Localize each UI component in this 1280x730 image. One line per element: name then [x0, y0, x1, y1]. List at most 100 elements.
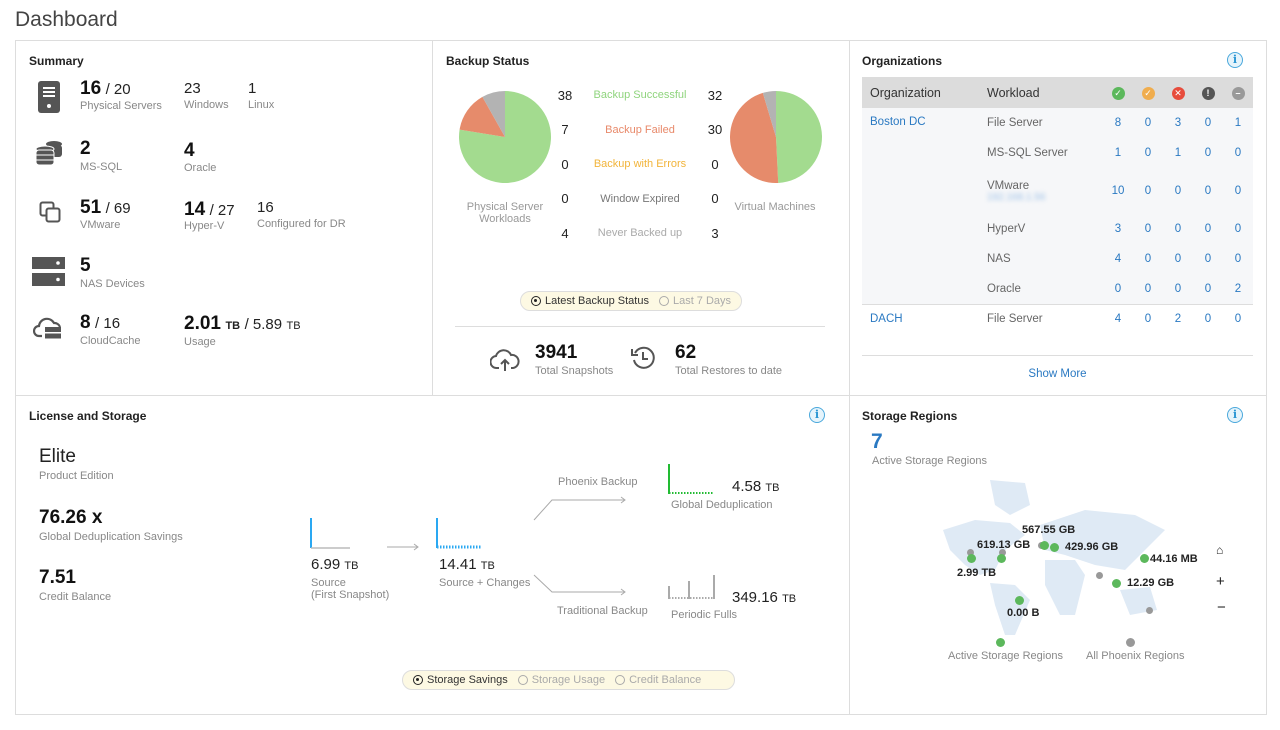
pie-slice[interactable]	[762, 91, 776, 137]
status-count[interactable]: 0	[1204, 147, 1212, 159]
info-icon[interactable]: i	[809, 407, 825, 423]
source-label: Source (First Snapshot)	[311, 577, 390, 601]
active-region-marker[interactable]	[1140, 554, 1149, 563]
org-name[interactable]	[862, 168, 987, 214]
status-count[interactable]: 0	[1234, 147, 1242, 159]
org-name[interactable]	[862, 274, 987, 304]
workload-cell: Oracle	[987, 274, 1103, 304]
status-count[interactable]: 0	[1174, 185, 1182, 197]
oracle-count: 4	[184, 140, 195, 161]
periodic-fulls-size: 349.16 TB	[732, 589, 797, 606]
org-name[interactable]	[862, 244, 987, 274]
status-count[interactable]: 0	[1234, 253, 1242, 265]
status-count[interactable]: 0	[1114, 282, 1122, 295]
nas-count: 5	[80, 255, 91, 276]
restores-count: 62	[675, 342, 697, 363]
status-count[interactable]: 0	[1204, 185, 1212, 197]
status-count[interactable]: 1	[1234, 117, 1242, 129]
region-size-label: 567.55 GB	[1022, 524, 1076, 536]
phoenix-region-marker[interactable]	[967, 549, 974, 556]
status-count[interactable]: 0	[1144, 313, 1152, 326]
status-count[interactable]: 0	[1234, 223, 1242, 235]
latest-backup-radio[interactable]: Latest Backup Status	[531, 295, 649, 307]
map-zoom-in-button[interactable]: +	[1216, 573, 1225, 590]
status-count[interactable]: 3	[1174, 117, 1182, 129]
status-count[interactable]: 10	[1111, 185, 1125, 197]
map-zoom-out-button[interactable]: −	[1217, 599, 1226, 616]
status-count[interactable]: 0	[1204, 117, 1212, 129]
phoenix-backup-label: Phoenix Backup	[558, 476, 638, 488]
never-status-icon: –	[1231, 87, 1245, 100]
org-name[interactable]	[862, 214, 987, 244]
status-count[interactable]: 0	[1144, 147, 1152, 159]
status-count[interactable]: 2	[1174, 313, 1182, 326]
storage-savings-radio[interactable]: Storage Savings	[413, 674, 508, 686]
hyperv-total: / 27	[209, 202, 235, 219]
col-never: –	[1223, 77, 1253, 108]
usage-total-unit: TB	[286, 320, 301, 332]
info-icon[interactable]: i	[1227, 52, 1243, 68]
col-workload[interactable]: Workload	[987, 77, 1103, 108]
changes-chart-icon	[436, 518, 482, 549]
legend-row: 0 Backup with Errors 0	[555, 155, 725, 173]
info-icon[interactable]: i	[1227, 407, 1243, 423]
phoenix-region-marker[interactable]	[999, 549, 1006, 556]
pie-slice[interactable]	[482, 91, 505, 137]
active-region-marker[interactable]	[997, 554, 1006, 563]
status-count[interactable]: 3	[1114, 223, 1122, 235]
restores-label: Total Restores to date	[675, 365, 783, 377]
show-more-link[interactable]: Show More	[1028, 368, 1087, 380]
status-count[interactable]: 0	[1204, 253, 1212, 265]
status-count[interactable]: 0	[1174, 253, 1182, 265]
status-count[interactable]: 0	[1204, 223, 1212, 235]
status-count[interactable]: 0	[1174, 282, 1182, 295]
nas-label: NAS Devices	[80, 278, 145, 290]
status-count[interactable]: 1	[1174, 147, 1182, 159]
org-name[interactable]	[862, 138, 987, 168]
org-name[interactable]: Boston DC	[870, 116, 926, 128]
world-map[interactable]	[935, 475, 1175, 635]
success-status-icon: ✓	[1111, 87, 1125, 100]
dr-count: 16	[257, 199, 274, 216]
status-count[interactable]: 0	[1144, 253, 1152, 265]
status-count[interactable]: 0	[1144, 185, 1152, 197]
status-count[interactable]: 8	[1114, 117, 1122, 129]
map-home-button[interactable]: ⌂	[1216, 543, 1224, 557]
phoenix-region-marker[interactable]	[1096, 572, 1103, 579]
pie-slice[interactable]	[776, 91, 822, 183]
status-count[interactable]: 0	[1144, 117, 1152, 129]
status-count[interactable]: 2	[1234, 282, 1242, 295]
last-7-days-radio[interactable]: Last 7 Days	[658, 295, 731, 307]
active-region-marker[interactable]	[1112, 579, 1121, 588]
dr-label: Configured for DR	[257, 218, 346, 230]
physical-total: / 20	[105, 81, 131, 98]
status-count[interactable]: 1	[1114, 147, 1122, 159]
active-region-marker[interactable]	[1040, 541, 1049, 550]
pie-slice[interactable]	[459, 96, 505, 137]
storage-usage-radio[interactable]: Storage Usage	[517, 674, 605, 686]
edition: Elite	[39, 446, 76, 467]
oracle-label: Oracle	[184, 162, 217, 174]
status-count[interactable]: 0	[1234, 185, 1242, 197]
status-count[interactable]: 0	[1204, 282, 1212, 295]
status-count[interactable]: 4	[1114, 313, 1122, 326]
status-count[interactable]: 0	[1174, 223, 1182, 235]
phoenix-region-marker[interactable]	[1146, 607, 1153, 614]
region-size-label: 429.96 GB	[1065, 541, 1119, 553]
physical-count: 38	[557, 87, 573, 103]
status-count[interactable]: 0	[1234, 313, 1242, 326]
active-region-marker[interactable]	[1015, 596, 1024, 605]
status-count[interactable]: 0	[1144, 223, 1152, 235]
org-name[interactable]: DACH	[870, 312, 903, 325]
status-count[interactable]: 0	[1144, 282, 1152, 295]
credit-balance-radio[interactable]: Credit Balance	[615, 674, 701, 686]
global-dedup-size: 4.58 TB	[732, 478, 780, 495]
workload-host[interactable]: 192.168.1.56	[987, 191, 1046, 203]
active-region-marker[interactable]	[967, 554, 976, 563]
edition-label: Product Edition	[39, 470, 114, 482]
status-count[interactable]: 4	[1114, 253, 1122, 265]
pie-slice[interactable]	[730, 92, 779, 183]
active-region-marker[interactable]	[1050, 543, 1059, 552]
col-organization[interactable]: Organization	[862, 77, 987, 108]
status-count[interactable]: 0	[1204, 313, 1212, 326]
